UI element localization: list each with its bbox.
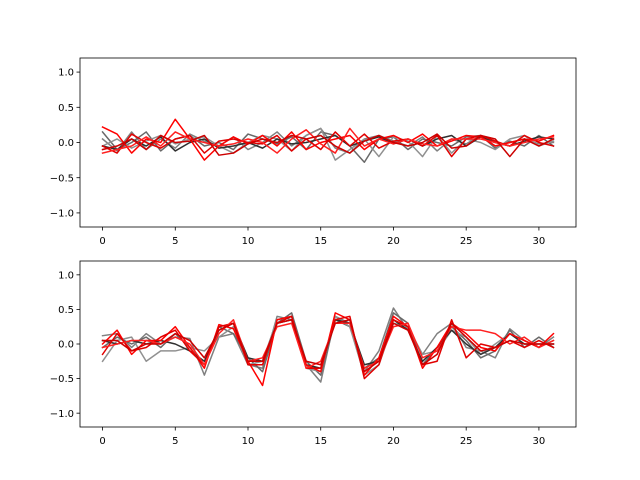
y-tick-label: −0.5 (50, 374, 74, 385)
series-line-8 (101, 133, 555, 158)
y-tick-label: −0.5 (50, 173, 74, 184)
x-tick-label: 0 (99, 436, 105, 447)
x-tick-label: 30 (533, 236, 546, 247)
y-tick-label: −1.0 (50, 409, 74, 420)
y-tick-label: −1.0 (50, 209, 74, 220)
y-tick-label: 1.0 (58, 270, 74, 281)
x-tick-label: 20 (387, 436, 400, 447)
series-line-8 (101, 319, 555, 373)
x-tick-label: 30 (533, 436, 546, 447)
y-tick-label: 0.0 (58, 138, 74, 149)
x-tick-label: 5 (172, 436, 178, 447)
y-tick-label: 1.0 (58, 68, 74, 79)
y-tick-label: 0.5 (58, 103, 74, 114)
subplot-top: 0 5 10 15 20 25 30 −1.0 −0.5 0.0 0.5 1.0 (50, 57, 577, 247)
x-tick-label: 0 (99, 236, 105, 247)
subplot-bottom: 0 5 10 15 20 25 30 −1.0 −0.5 0.0 0.5 1.0 (50, 260, 577, 447)
x-tick-label: 5 (172, 236, 178, 247)
x-tick-label: 25 (460, 436, 473, 447)
series-group (101, 118, 555, 163)
series-line-2 (101, 312, 555, 376)
x-tick-label: 25 (460, 236, 473, 247)
y-tick-label: 0.0 (58, 340, 74, 351)
series-line-3 (101, 127, 555, 161)
x-tick-label: 15 (314, 436, 327, 447)
x-tick-label: 10 (242, 236, 255, 247)
x-tick-label: 15 (314, 236, 327, 247)
x-tick-label: 10 (242, 436, 255, 447)
y-tick-label: 0.5 (58, 305, 74, 316)
series-line-7 (101, 127, 555, 154)
series-group (101, 307, 555, 387)
x-tick-label: 20 (387, 236, 400, 247)
